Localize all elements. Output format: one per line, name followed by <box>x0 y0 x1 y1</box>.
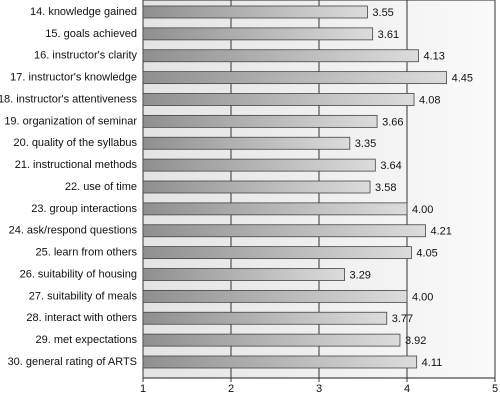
bar <box>142 93 415 106</box>
bar <box>142 71 448 85</box>
value-label: 3.66 <box>382 116 403 128</box>
value-label: 4.21 <box>430 226 451 238</box>
bar <box>142 311 388 325</box>
value-label: 4.05 <box>416 248 437 260</box>
y-tick-label: 17. instructor's knowledge <box>10 72 137 84</box>
value-label: 3.58 <box>375 182 396 194</box>
y-tick-label: 22. use of time <box>65 181 137 193</box>
value-label: 4.13 <box>423 51 444 63</box>
bar <box>142 202 408 216</box>
bar <box>142 180 371 194</box>
y-tick-label: 25. learn from others <box>36 247 138 259</box>
x-tick-label: 5 <box>492 383 498 393</box>
value-label: 3.64 <box>380 160 401 172</box>
bar <box>142 355 418 369</box>
y-tick-label: 14. knowledge gained <box>30 6 137 18</box>
value-label: 3.55 <box>372 7 393 19</box>
bar <box>142 333 401 347</box>
y-tick-label: 20. quality of the syllabus <box>13 137 137 149</box>
y-tick-label: 21. instructional methods <box>15 159 138 171</box>
value-label: 3.29 <box>350 269 371 281</box>
y-tick-label: 23. group interactions <box>31 203 137 215</box>
x-tick-label: 1 <box>140 383 146 393</box>
bar <box>142 289 408 303</box>
bar <box>142 268 345 281</box>
x-tick-label: 4 <box>404 383 410 393</box>
y-tick-label: 19. organization of seminar <box>4 115 137 127</box>
value-label: 3.35 <box>355 138 376 150</box>
value-label: 4.00 <box>412 204 433 216</box>
y-tick-label: 30. general rating of ARTS <box>8 356 137 368</box>
bar <box>142 158 376 172</box>
value-label: 3.77 <box>392 313 413 325</box>
y-tick-label: 15. goals achieved <box>45 28 137 40</box>
bar <box>142 49 419 63</box>
bar <box>142 136 351 150</box>
y-tick-label: 16. instructor's clarity <box>34 50 137 62</box>
bar <box>142 246 412 260</box>
x-tick-label: 2 <box>228 383 234 393</box>
value-label: 4.08 <box>419 94 440 106</box>
value-label: 4.00 <box>412 291 433 303</box>
value-label: 3.61 <box>378 29 399 41</box>
y-tick-label: 26. suitability of housing <box>20 268 137 280</box>
value-label: 4.45 <box>452 73 473 85</box>
y-tick-label: 28. interact with others <box>26 312 137 324</box>
y-tick-label: 24. ask/respond questions <box>9 225 138 237</box>
bar <box>142 5 368 19</box>
bar <box>142 224 426 238</box>
y-tick-label: 18. instructor's attentiveness <box>0 93 137 105</box>
x-tick-label: 3 <box>316 383 322 393</box>
y-tick-label: 27. suitability of meals <box>29 290 138 302</box>
bar <box>142 114 378 128</box>
bar <box>142 27 374 41</box>
value-label: 3.92 <box>405 335 426 347</box>
y-tick-label: 29. met expectations <box>35 334 137 346</box>
value-label: 4.11 <box>422 357 443 369</box>
